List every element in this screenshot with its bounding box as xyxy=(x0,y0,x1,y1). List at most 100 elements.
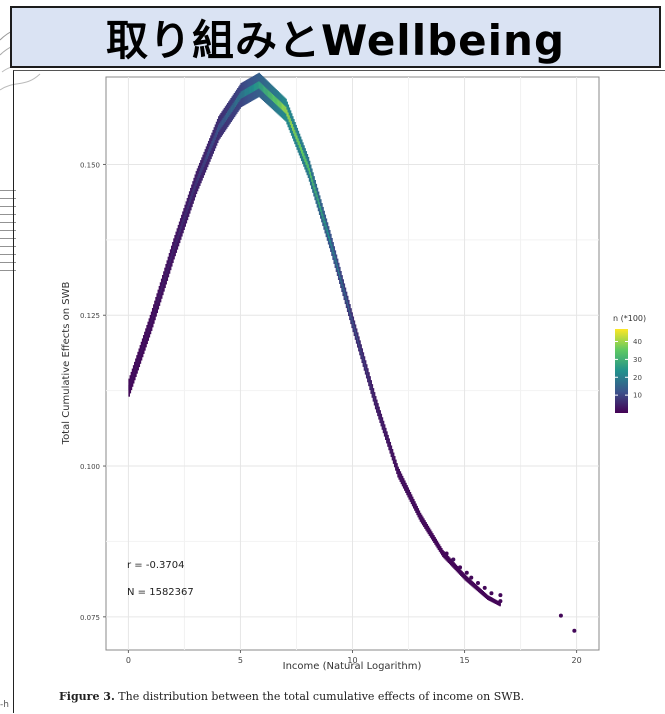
curve-band-highlight xyxy=(129,381,132,388)
curve-band-highlight xyxy=(190,195,192,203)
curve-band-highlight xyxy=(336,264,339,270)
curve-band-highlight xyxy=(181,222,183,229)
curve-band-highlight xyxy=(348,305,350,311)
curve-band-highlight xyxy=(210,143,212,151)
curve-band-highlight xyxy=(387,439,389,443)
curve-band-highlight xyxy=(130,378,133,384)
y-tick-label: 0.125 xyxy=(80,312,100,320)
curve-band-highlight xyxy=(312,179,314,186)
curve-band-highlight xyxy=(154,307,156,314)
curve-band-highlight xyxy=(305,158,308,165)
curve-band-highlight xyxy=(168,260,171,267)
curve-band-highlight xyxy=(472,583,474,586)
curve-band-highlight xyxy=(401,479,404,483)
curve-band-highlight xyxy=(325,224,328,231)
curve-band-highlight xyxy=(272,95,275,103)
curve-band-highlight xyxy=(454,565,457,568)
curve-band-highlight xyxy=(163,278,165,285)
curve-band-highlight xyxy=(349,309,351,315)
x-axis-label: Income (Natural Logarithm) xyxy=(283,661,422,672)
curve-band-highlight xyxy=(206,151,209,159)
curve-band-highlight xyxy=(222,118,225,126)
curve-band-highlight xyxy=(315,190,318,197)
curve-band-highlight xyxy=(457,569,460,572)
x-tick-label: 10 xyxy=(347,656,357,665)
curve-band-highlight xyxy=(341,281,343,287)
curve-band-highlight xyxy=(365,369,368,374)
curve-band-highlight xyxy=(230,106,232,114)
curve-band-highlight xyxy=(464,576,467,579)
curve-band-highlight xyxy=(176,235,179,243)
curve-band-highlight xyxy=(490,598,492,601)
curve-band-highlight xyxy=(164,274,166,281)
curve-band-highlight xyxy=(420,517,423,521)
curve-band-highlight xyxy=(299,144,302,151)
curve-band-highlight xyxy=(354,329,357,335)
curve-band-highlight xyxy=(445,556,448,559)
curve-band-highlight xyxy=(460,571,462,574)
curve-band-highlight xyxy=(400,477,403,481)
curve-band-highlight xyxy=(350,313,352,319)
legend: n (*100) 10 20 30 40 xyxy=(613,314,646,413)
curve-band-highlight xyxy=(465,577,468,580)
curve-band-highlight xyxy=(322,213,324,220)
curve-band-highlight xyxy=(383,428,386,433)
curve-band-highlight xyxy=(296,135,299,143)
curve-band-highlight xyxy=(291,124,294,131)
curve-band-highlight xyxy=(290,121,293,128)
curve-band-highlight xyxy=(134,368,136,374)
curve-band-highlight xyxy=(248,86,250,95)
x-tick-label: 5 xyxy=(238,656,243,665)
curve-band-highlight xyxy=(136,361,138,368)
curve-band-highlight xyxy=(423,521,425,525)
curve-band-highlight xyxy=(259,82,262,90)
curve-band-highlight xyxy=(184,212,187,220)
curve-band-highlight xyxy=(461,573,463,575)
curve-band-highlight xyxy=(242,90,245,98)
curve-band-highlight xyxy=(397,470,399,474)
curve-band-highlight xyxy=(266,88,268,96)
curve-band-highlight xyxy=(192,189,194,196)
y-tick-label: 0.075 xyxy=(80,614,100,622)
curve-band-highlight xyxy=(167,263,170,271)
curve-band-highlight xyxy=(470,581,472,584)
curve-band-highlight xyxy=(298,141,301,148)
curve-band-highlight xyxy=(187,202,190,210)
curve-band-highlight xyxy=(141,344,144,351)
curve-band-highlight xyxy=(405,486,407,490)
curve-band-highlight xyxy=(488,597,490,599)
curve-band-highlight xyxy=(156,300,158,307)
curve-band-highlight xyxy=(318,202,321,209)
curve-band-highlight xyxy=(360,349,362,354)
curve-band-highlight xyxy=(321,209,323,216)
curve-band-highlight xyxy=(158,292,161,299)
curve-band-highlight xyxy=(149,321,152,328)
curve-band-highlight xyxy=(200,168,202,176)
curve-band-highlight xyxy=(227,111,229,119)
curve-band-highlight xyxy=(418,513,421,517)
curve-band-highlight xyxy=(486,596,489,599)
annotation-r: r = -0.3704 xyxy=(127,560,184,571)
curve-band-highlight xyxy=(288,115,291,123)
curve-band-highlight xyxy=(484,594,487,597)
curve-band-highlight xyxy=(169,256,172,263)
curve-band-highlight xyxy=(150,318,153,325)
scatter-plot: 0 5 10 15 20 0.075 0.100 0.125 0.150 Income (Na… xyxy=(61,72,646,672)
curve-band-highlight xyxy=(436,543,439,546)
curve-band-highlight xyxy=(455,566,458,569)
curve-band-highlight xyxy=(204,157,207,165)
scatter-point xyxy=(498,593,503,598)
legend-ticks: 10 20 30 40 xyxy=(615,338,642,400)
curve-band-highlight xyxy=(388,442,390,447)
curve-band-highlight xyxy=(333,252,336,258)
curve-band-highlight xyxy=(448,559,451,562)
curve-band-highlight xyxy=(276,98,278,106)
curve-band-highlight xyxy=(449,560,452,563)
curve-band-highlight xyxy=(376,404,378,409)
curve-band-highlight xyxy=(261,84,264,92)
curve-band-highlight xyxy=(482,592,485,595)
curve-band-highlight xyxy=(491,599,494,601)
curve-band-highlight xyxy=(271,93,274,102)
curve-band-highlight xyxy=(346,301,349,307)
curve-band-highlight xyxy=(197,173,200,181)
